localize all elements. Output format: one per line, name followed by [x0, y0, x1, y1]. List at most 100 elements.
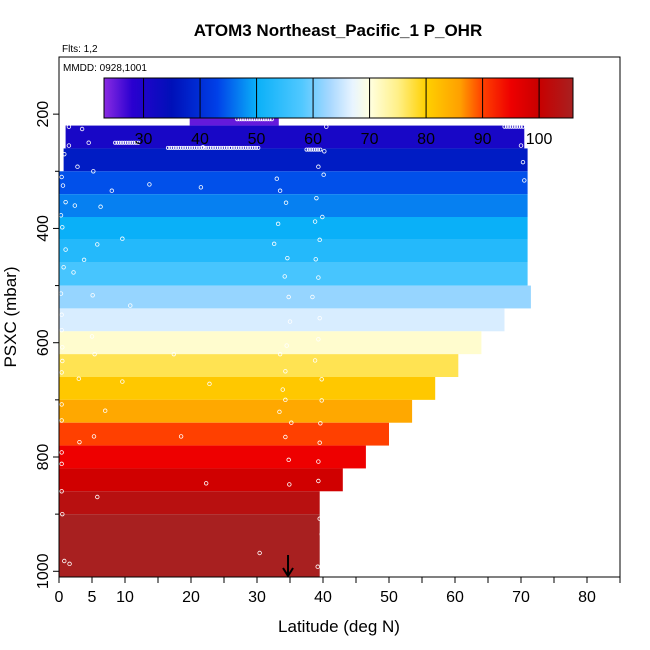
observation-point: [200, 145, 206, 150]
heatmap-bin: [59, 239, 528, 263]
observation-track-point: [228, 145, 233, 150]
y-tick-label: 800: [35, 444, 52, 471]
chart-title: ATOM3 Northeast_Pacific_1 P_OHR: [194, 21, 482, 40]
observation-point: [314, 195, 319, 201]
observation-point: [59, 461, 64, 467]
y-axis-label: PSXC (mbar): [1, 266, 20, 367]
observation-point: [319, 398, 324, 403]
heatmap-layer: [59, 102, 531, 577]
observation-track-point: [520, 124, 525, 129]
heatmap-bin: [59, 262, 528, 286]
observation-track-point: [202, 145, 207, 150]
observation-track-point: [509, 124, 514, 129]
x-tick-label: 80: [578, 589, 596, 606]
observation-track-point: [316, 147, 321, 152]
observation-track-point: [168, 145, 173, 150]
observation-point: [95, 242, 100, 247]
observation-track-point: [113, 140, 118, 145]
colorbar-tick-label: 60: [304, 131, 322, 148]
observation-point: [62, 151, 67, 157]
observation-point: [63, 199, 68, 205]
observation-track-point: [256, 145, 261, 150]
observation-point: [62, 558, 67, 564]
observation-point: [77, 439, 82, 445]
observation-point: [518, 143, 524, 148]
observation-points: [58, 124, 527, 576]
colorbar-tick-label: 80: [417, 131, 435, 148]
observation-point: [283, 434, 288, 440]
observation-point: [60, 345, 65, 350]
observation-point: [316, 337, 321, 342]
heatmap-bin: [59, 491, 320, 515]
observation-point: [287, 319, 293, 324]
observation-point: [283, 369, 288, 374]
observation-track-point: [311, 147, 316, 152]
observation-point: [318, 421, 323, 426]
observation-point: [207, 381, 212, 387]
observation-point: [322, 149, 327, 154]
colorbar-tick-label: 100: [526, 131, 553, 148]
heatmap-bin: [59, 354, 459, 377]
observation-point: [316, 275, 321, 280]
y-tick-label: 600: [35, 329, 52, 356]
colorbar-tick-label: 40: [191, 131, 209, 148]
observation-point: [59, 418, 64, 423]
observation-point: [59, 450, 64, 455]
observation-point: [286, 457, 291, 463]
observation-point: [67, 561, 72, 567]
colorbar: 30 40 50 60 70 80 90 100: [103, 77, 574, 148]
observation-point: [287, 482, 292, 487]
observation-track-point: [516, 124, 521, 129]
x-tick-label: 5: [88, 589, 97, 606]
observation-point: [120, 379, 125, 384]
observation-track-point: [225, 145, 230, 150]
observation-track-point: [170, 145, 175, 150]
observation-point: [198, 185, 204, 190]
colorbar-tick-label: 70: [361, 131, 379, 148]
observation-point: [315, 564, 320, 569]
observation-track-point: [214, 145, 219, 150]
observation-track-point: [207, 145, 212, 150]
observation-point: [320, 214, 325, 220]
observation-point: [310, 294, 315, 300]
observation-track-point: [518, 124, 523, 129]
observation-point: [317, 516, 322, 521]
plot-frame: [58, 56, 621, 578]
observation-track-point: [131, 140, 136, 145]
heatmap-bin: [59, 308, 505, 332]
observation-track-point: [191, 145, 196, 150]
observation-track-point: [242, 145, 247, 150]
observation-point: [285, 255, 290, 261]
observation-point: [321, 547, 326, 552]
observation-track-point: [175, 145, 180, 150]
observation-track-point: [124, 140, 129, 145]
observation-track-point: [120, 140, 125, 145]
observation-track-point: [188, 145, 193, 150]
observation-point: [66, 124, 72, 129]
observation-track-point: [198, 145, 203, 150]
observation-track-point: [230, 145, 235, 150]
heatmap-bin: [59, 285, 531, 309]
observation-point: [91, 434, 97, 439]
observation-track-point: [318, 147, 323, 152]
observation-point: [271, 241, 277, 247]
x-tick-label: 20: [182, 589, 200, 606]
observation-track-point: [221, 145, 226, 150]
observation-point: [76, 376, 81, 381]
observation-point: [312, 358, 318, 363]
observation-track-point: [195, 145, 200, 150]
observation-point: [75, 164, 80, 169]
observation-track-point: [136, 140, 141, 145]
observation-point: [283, 397, 288, 403]
heatmap-bin: [59, 514, 320, 577]
observation-track-point: [235, 145, 240, 150]
heatmap-bin: [59, 422, 389, 446]
observation-point: [277, 188, 283, 193]
observation-track-point: [186, 145, 191, 150]
dates-label: MMDD: 0928,1001: [63, 63, 147, 74]
observation-point: [522, 178, 527, 183]
observation-point: [59, 489, 64, 494]
observation-point: [59, 312, 64, 317]
observation-point: [280, 387, 285, 392]
